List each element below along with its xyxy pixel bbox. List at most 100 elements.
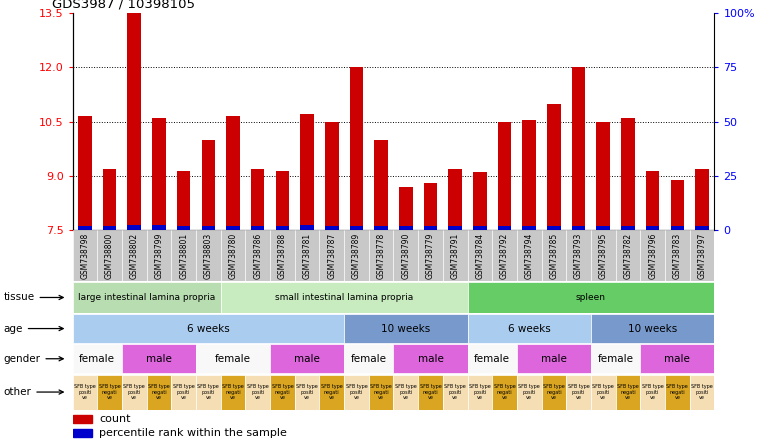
Text: SFB type
negati
ve: SFB type negati ve [617, 384, 639, 400]
Bar [443, 230, 468, 281]
Bar [122, 344, 196, 373]
Bar [171, 230, 196, 281]
Bar [424, 183, 437, 230]
Bar [671, 180, 684, 230]
Bar [221, 375, 245, 409]
Text: female: female [79, 354, 115, 364]
Bar [597, 122, 610, 230]
Text: 6 weeks: 6 weeks [187, 324, 230, 333]
Bar [616, 230, 640, 281]
Bar [73, 314, 344, 343]
Bar [226, 226, 240, 230]
Bar [448, 226, 462, 230]
Bar [73, 375, 97, 409]
Bar [690, 375, 714, 409]
Bar [621, 226, 635, 230]
Bar [221, 230, 245, 281]
Bar [270, 344, 344, 373]
Text: SFB type
positi
ve: SFB type positi ve [296, 384, 318, 400]
Text: GSM738800: GSM738800 [105, 233, 114, 279]
Bar [369, 230, 393, 281]
Bar [695, 169, 709, 230]
Text: 6 weeks: 6 weeks [508, 324, 551, 333]
Bar [78, 116, 92, 230]
Text: age: age [3, 324, 63, 333]
Bar [73, 344, 122, 373]
Text: GSM738781: GSM738781 [303, 233, 312, 279]
Bar [245, 230, 270, 281]
Bar [251, 226, 264, 230]
Bar [319, 230, 344, 281]
Text: female: female [597, 354, 633, 364]
Bar [221, 282, 468, 313]
Bar [517, 230, 542, 281]
Text: SFB type
positi
ve: SFB type positi ve [445, 384, 466, 400]
Bar [171, 375, 196, 409]
Text: SFB type
negati
ve: SFB type negati ve [494, 384, 516, 400]
Bar [350, 67, 363, 230]
Bar [78, 226, 92, 230]
Bar [591, 344, 640, 373]
Text: SFB type
positi
ve: SFB type positi ve [197, 384, 219, 400]
Bar [196, 375, 221, 409]
Bar [245, 375, 270, 409]
Bar [468, 375, 492, 409]
Bar [523, 226, 536, 230]
Bar [399, 226, 413, 230]
Bar [325, 122, 338, 230]
Bar [73, 282, 221, 313]
Text: SFB type
positi
ve: SFB type positi ve [247, 384, 269, 400]
Text: SFB type
positi
ve: SFB type positi ve [469, 384, 490, 400]
Bar [498, 122, 511, 230]
Text: large intestinal lamina propria: large intestinal lamina propria [78, 293, 215, 302]
Text: SFB type
negati
ve: SFB type negati ve [222, 384, 244, 400]
Text: GSM738798: GSM738798 [80, 233, 89, 279]
Bar [196, 230, 221, 281]
Bar [177, 170, 190, 230]
Bar [344, 230, 369, 281]
Bar [122, 230, 147, 281]
Bar [646, 226, 659, 230]
Bar [517, 344, 591, 373]
Bar [177, 226, 190, 230]
Bar [468, 314, 591, 343]
Bar [300, 226, 314, 230]
Bar [542, 230, 566, 281]
Bar [350, 226, 363, 230]
Bar [473, 172, 487, 230]
Bar [640, 344, 714, 373]
Text: SFB type
negati
ve: SFB type negati ve [321, 384, 342, 400]
Text: GSM738787: GSM738787 [327, 233, 336, 279]
Bar [202, 226, 215, 230]
Bar [128, 13, 141, 230]
Text: 10 weeks: 10 weeks [628, 324, 677, 333]
Text: male: male [541, 354, 567, 364]
Text: SFB type
negati
ve: SFB type negati ve [271, 384, 293, 400]
Text: SFB type
negati
ve: SFB type negati ve [419, 384, 442, 400]
Bar [690, 230, 714, 281]
Text: female: female [351, 354, 387, 364]
Text: male: male [418, 354, 443, 364]
Bar [399, 187, 413, 230]
Bar [591, 314, 714, 343]
Text: spleen: spleen [576, 293, 606, 302]
Bar [448, 169, 462, 230]
Bar [196, 344, 270, 373]
Text: GSM738799: GSM738799 [154, 233, 163, 279]
Bar [547, 226, 561, 230]
Bar [665, 230, 690, 281]
Bar [566, 230, 591, 281]
Text: GSM738780: GSM738780 [228, 233, 238, 279]
Text: male: male [146, 354, 172, 364]
Bar [443, 375, 468, 409]
Text: GSM738791: GSM738791 [451, 233, 460, 279]
Text: gender: gender [3, 354, 63, 364]
Text: GSM738778: GSM738778 [377, 233, 386, 279]
Bar [270, 230, 295, 281]
Bar [344, 344, 393, 373]
Text: SFB type
positi
ve: SFB type positi ve [345, 384, 367, 400]
Text: GSM738782: GSM738782 [623, 233, 633, 279]
Bar [344, 375, 369, 409]
Bar [646, 170, 659, 230]
Text: GSM738789: GSM738789 [352, 233, 361, 279]
